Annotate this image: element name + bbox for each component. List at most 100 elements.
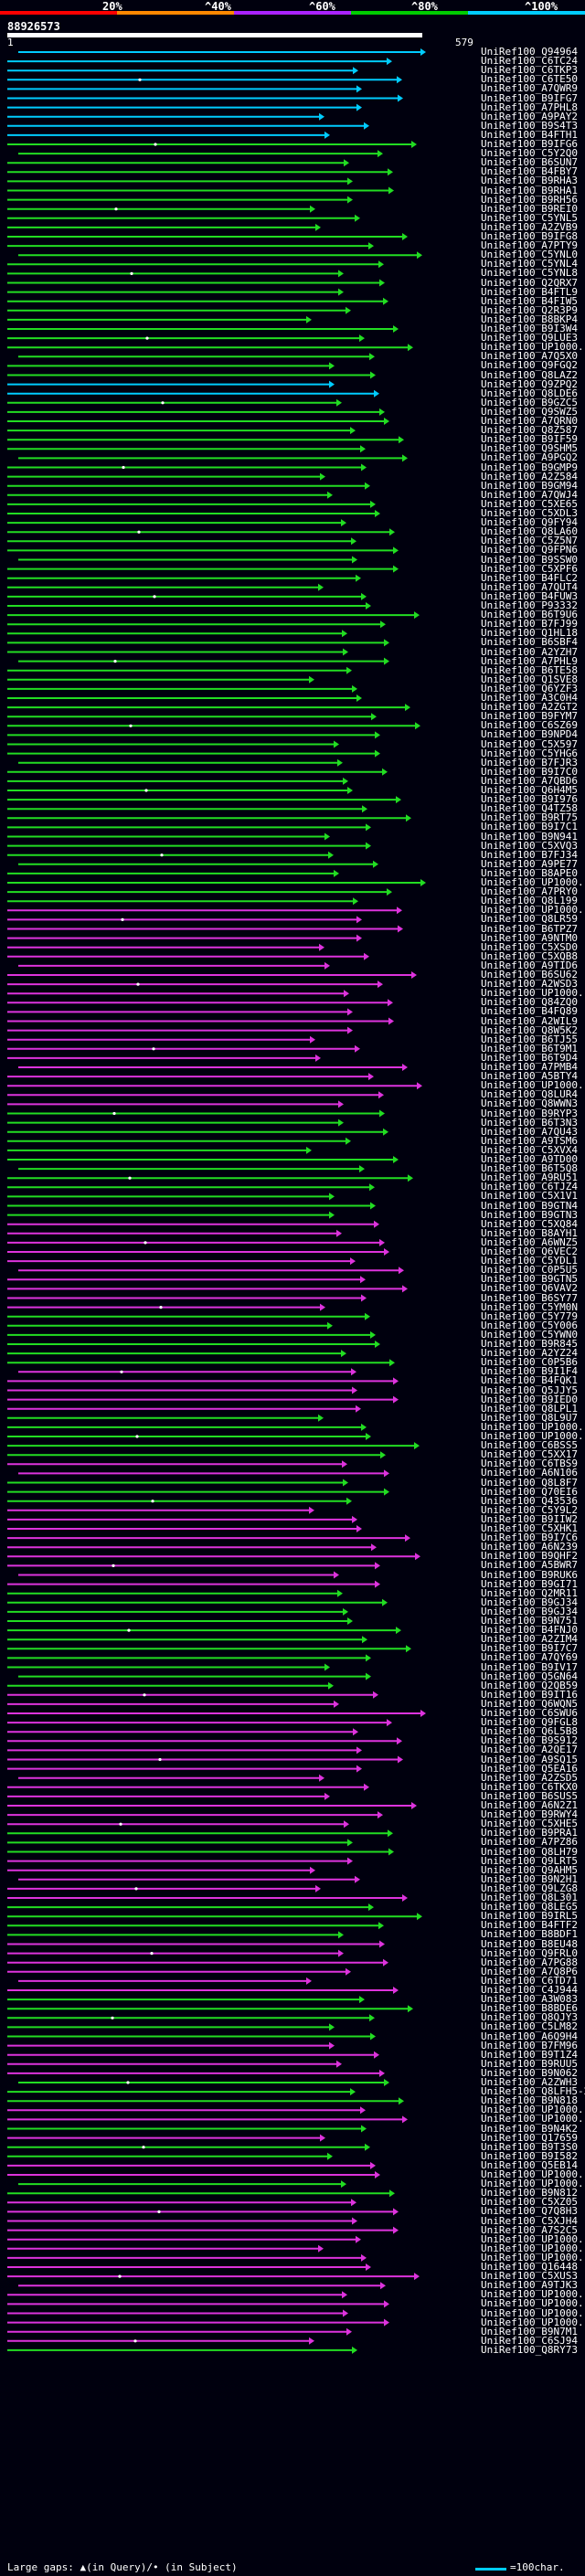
hit-label[interactable]: UniRef100_B9REI0 — [481, 202, 578, 215]
hit-label[interactable]: UniRef100_A7QBD6 — [481, 774, 578, 787]
hit-label[interactable]: UniRef100_B4FTH1 — [481, 128, 578, 141]
hit-row[interactable] — [7, 906, 402, 915]
hit-row[interactable] — [7, 1488, 389, 1496]
hit-label[interactable]: UniRef100_B4FLC2 — [481, 571, 578, 584]
hit-row[interactable] — [7, 888, 392, 896]
hit-row[interactable] — [7, 1857, 353, 1865]
hit-label[interactable]: UniRef100_C6TE50 — [481, 73, 578, 86]
hit-row[interactable] — [7, 1257, 356, 1266]
hit-label[interactable]: UniRef100_UP1000... — [481, 2104, 585, 2116]
hit-row[interactable] — [7, 1341, 380, 1348]
hit-row[interactable] — [7, 2199, 356, 2207]
hit-row[interactable] — [7, 1903, 374, 1912]
hit-label[interactable]: UniRef100_B7FM96 — [481, 2039, 578, 2051]
hit-label[interactable]: UniRef100_UP1000... — [481, 2168, 585, 2180]
hit-label[interactable]: UniRef100_B6T9M1 — [481, 1042, 578, 1055]
hit-label[interactable]: UniRef100_A9PAY2 — [481, 110, 578, 122]
hit-label[interactable]: UniRef100_A7PHL9 — [481, 654, 578, 667]
hit-row[interactable] — [7, 427, 356, 435]
hit-label[interactable]: UniRef100_B9I1F4 — [481, 1365, 578, 1378]
hit-row[interactable] — [18, 657, 389, 665]
hit-label[interactable]: UniRef100_C5XHE5 — [481, 1818, 578, 1830]
hit-row[interactable] — [7, 131, 330, 139]
hit-label[interactable]: UniRef100_Q8LH79 — [481, 1845, 578, 1858]
hit-label[interactable]: UniRef100_B4FUW3 — [481, 589, 578, 602]
hit-row[interactable] — [7, 537, 356, 546]
hit-row[interactable] — [7, 1073, 374, 1081]
hit-row[interactable] — [7, 2226, 399, 2234]
hit-row[interactable] — [7, 1248, 389, 1256]
hit-label[interactable]: UniRef100_UP1000... — [481, 2306, 585, 2319]
hit-label[interactable]: UniRef100_UP1000... — [481, 1420, 585, 1433]
hit-row[interactable] — [7, 1044, 360, 1053]
hit-row[interactable] — [7, 1137, 351, 1145]
hit-label[interactable]: UniRef100_B9SSW0 — [481, 553, 578, 566]
hit-row[interactable] — [7, 205, 315, 213]
hit-row[interactable] — [7, 1940, 385, 1948]
hit-label[interactable]: UniRef100_A2WSD3 — [481, 978, 578, 991]
hit-label[interactable]: UniRef100_B9RH56 — [481, 193, 578, 206]
hit-row[interactable] — [7, 602, 371, 610]
hit-row[interactable] — [7, 103, 362, 111]
hit-row[interactable] — [7, 1386, 357, 1394]
hit-label[interactable]: UniRef100_A2YZ24 — [481, 1347, 578, 1360]
hit-row[interactable] — [7, 1026, 353, 1034]
hit-row[interactable] — [7, 2115, 408, 2124]
hit-row[interactable] — [7, 2318, 389, 2327]
hit-label[interactable]: UniRef100_Q6VEC2 — [481, 1246, 578, 1257]
hit-row[interactable] — [7, 1958, 388, 1966]
hit-label[interactable]: UniRef100_UP1000... — [481, 904, 585, 917]
hit-row[interactable] — [7, 1211, 335, 1219]
hit-row[interactable] — [7, 1423, 367, 1431]
hit-label[interactable]: UniRef100_A7QWR9 — [481, 82, 578, 95]
hit-label[interactable]: UniRef100_A7Q8P6 — [481, 1965, 578, 1977]
hit-row[interactable] — [7, 1377, 399, 1385]
hit-label[interactable]: UniRef100_C5YNL8 — [481, 267, 578, 280]
hit-row[interactable] — [7, 1792, 330, 1800]
hit-row[interactable] — [7, 1497, 352, 1505]
hit-label[interactable]: UniRef100_UP1000... — [481, 987, 585, 1000]
hit-label[interactable]: UniRef100_B6TJ55 — [481, 1033, 578, 1045]
hit-row[interactable] — [7, 1645, 411, 1653]
hit-row[interactable] — [7, 574, 361, 582]
hit-label[interactable]: UniRef100_Q8LFH5-2 — [481, 2085, 585, 2098]
hit-row[interactable] — [7, 1884, 321, 1892]
hit-label[interactable]: UniRef100_Q8WWN3 — [481, 1097, 578, 1110]
hit-label[interactable]: UniRef100_Q9LZG8 — [481, 1882, 578, 1894]
hit-label[interactable]: UniRef100_UP1000... — [481, 2251, 585, 2263]
hit-label[interactable]: UniRef100_A2YZH7 — [481, 645, 578, 658]
hit-row[interactable] — [7, 1543, 377, 1552]
hit-row[interactable] — [7, 1303, 325, 1311]
hit-label[interactable]: UniRef100_C6BSS5 — [481, 1439, 578, 1452]
hit-row[interactable] — [7, 288, 344, 296]
hit-label[interactable]: UniRef100_A9SQ15 — [481, 1753, 578, 1765]
hit-label[interactable]: UniRef100_C5XQB8 — [481, 949, 578, 962]
hit-label[interactable]: UniRef100_C5YHG6 — [481, 747, 578, 759]
hit-label[interactable]: UniRef100_A2QE17 — [481, 1744, 578, 1756]
hit-label[interactable]: UniRef100_B9RUK6 — [481, 1568, 578, 1581]
hit-label[interactable]: UniRef100_B6SBF4 — [481, 636, 578, 649]
hit-label[interactable]: UniRef100_P93332 — [481, 599, 578, 611]
hit-row[interactable] — [7, 2337, 314, 2345]
hit-label[interactable]: UniRef100_C6SZ69 — [481, 719, 578, 732]
hit-row[interactable] — [7, 648, 348, 656]
hit-label[interactable]: UniRef100_B8BDF1 — [481, 1928, 578, 1941]
hit-label[interactable]: UniRef100_B9R845 — [481, 1338, 578, 1350]
hit-row[interactable] — [7, 2088, 356, 2096]
hit-row[interactable] — [7, 731, 380, 739]
hit-label[interactable]: UniRef100_B6T3N3 — [481, 1116, 578, 1129]
hit-label[interactable]: UniRef100_Q4TZ58 — [481, 802, 578, 815]
hit-label[interactable]: UniRef100_C5XDL3 — [481, 507, 578, 519]
hit-row[interactable] — [7, 1146, 312, 1154]
hit-label[interactable]: UniRef100_C6SWU6 — [481, 1707, 578, 1719]
hit-label[interactable]: UniRef100_C5XHK1 — [481, 1522, 578, 1534]
hit-row[interactable] — [7, 1848, 394, 1856]
hit-row[interactable] — [7, 2125, 367, 2133]
hit-row[interactable] — [7, 620, 386, 629]
hit-row[interactable] — [7, 2253, 367, 2262]
hit-label[interactable]: UniRef100_Q8LDE6 — [481, 387, 578, 399]
hit-label[interactable]: UniRef100_Q9SWZ5 — [481, 405, 578, 418]
hit-row[interactable] — [7, 1894, 408, 1902]
hit-label[interactable]: UniRef100_Q7Q8H3 — [481, 2205, 578, 2218]
hit-label[interactable]: UniRef100_Q43536 — [481, 1494, 578, 1507]
